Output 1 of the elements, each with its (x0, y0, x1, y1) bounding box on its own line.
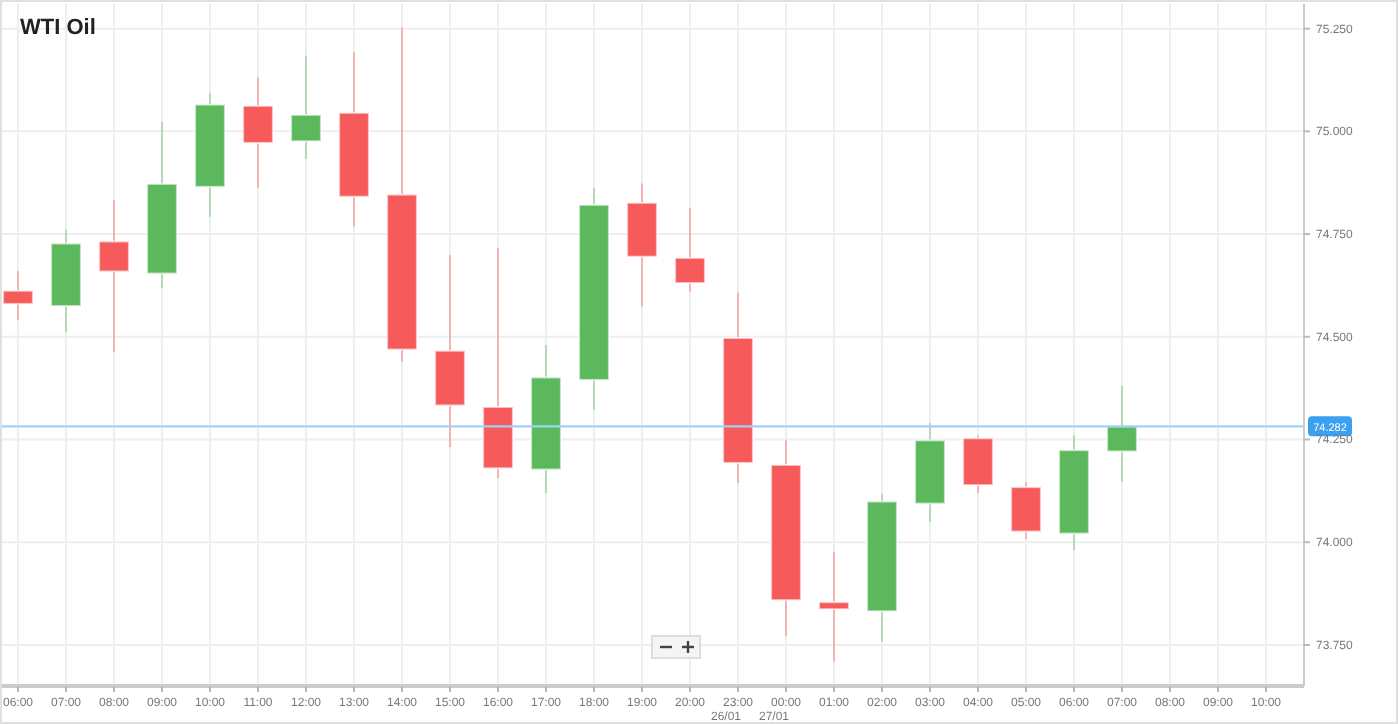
text: WTI Oil (20, 16, 96, 40)
